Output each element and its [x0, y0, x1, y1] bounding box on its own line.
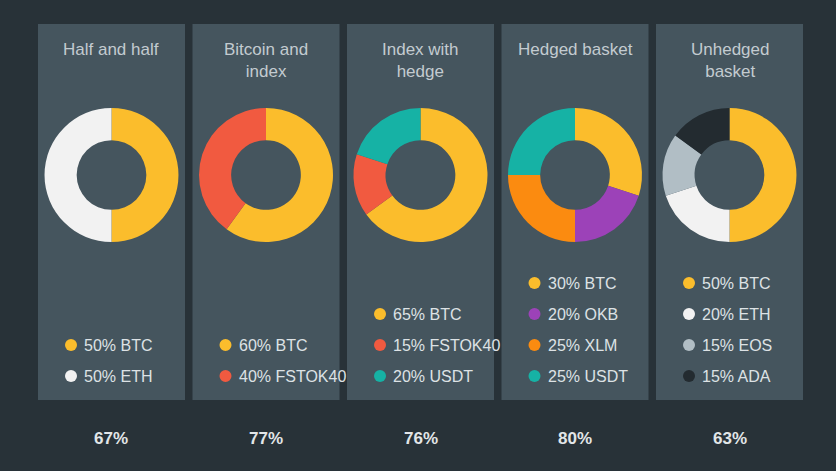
svg-text:15% FSTOK40: 15% FSTOK40: [393, 337, 500, 354]
svg-text:67%: 67%: [94, 429, 128, 448]
svg-text:76%: 76%: [404, 429, 438, 448]
svg-text:60% BTC: 60% BTC: [239, 337, 307, 354]
svg-text:63%: 63%: [713, 429, 747, 448]
svg-text:50% ETH: 50% ETH: [84, 368, 152, 385]
svg-text:Bitcoin andindex: Bitcoin andindex: [224, 40, 308, 81]
svg-text:Half and half: Half and half: [63, 40, 159, 59]
svg-text:15% ADA: 15% ADA: [702, 368, 771, 385]
svg-text:20% ETH: 20% ETH: [702, 306, 770, 323]
svg-text:30% BTC: 30% BTC: [548, 275, 616, 292]
svg-text:77%: 77%: [249, 429, 283, 448]
svg-text:40% FSTOK40: 40% FSTOK40: [239, 368, 346, 385]
svg-text:80%: 80%: [558, 429, 592, 448]
svg-text:25% USDT: 25% USDT: [548, 368, 628, 385]
svg-text:Hedged basket: Hedged basket: [518, 40, 633, 59]
svg-text:20% USDT: 20% USDT: [393, 368, 473, 385]
svg-text:Unhedgedbasket: Unhedgedbasket: [691, 40, 769, 81]
svg-text:65% BTC: 65% BTC: [393, 306, 461, 323]
svg-text:Index withhedge: Index withhedge: [382, 40, 459, 81]
svg-text:15% EOS: 15% EOS: [702, 337, 772, 354]
svg-text:50% BTC: 50% BTC: [702, 275, 770, 292]
svg-text:50% BTC: 50% BTC: [84, 337, 152, 354]
svg-text:20% OKB: 20% OKB: [548, 306, 618, 323]
svg-text:25% XLM: 25% XLM: [548, 337, 617, 354]
